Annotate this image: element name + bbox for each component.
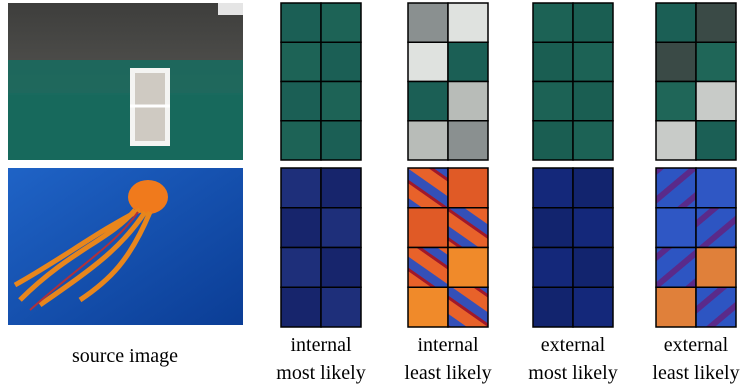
patch [533, 121, 573, 160]
patch [281, 208, 321, 248]
patch [321, 121, 361, 160]
column-captions: internal most likely internal least likely e… [276, 334, 739, 384]
patch [533, 248, 573, 288]
patch [573, 82, 613, 121]
patch [696, 82, 736, 121]
patch [321, 287, 361, 327]
patch [656, 248, 696, 288]
patch [573, 42, 613, 81]
patch [321, 248, 361, 288]
patch [696, 168, 736, 208]
patch [321, 82, 361, 121]
patch [533, 287, 573, 327]
column-caption: most likely [276, 362, 365, 384]
patch [281, 168, 321, 208]
patch [448, 208, 488, 248]
patch [533, 82, 573, 121]
patch [321, 42, 361, 81]
source-image-jellyfish [8, 168, 243, 325]
patch [281, 248, 321, 288]
patch [656, 82, 696, 121]
patch [696, 208, 736, 248]
patch [533, 3, 573, 42]
patch [321, 208, 361, 248]
patch [573, 248, 613, 288]
patch [408, 248, 448, 288]
patch [656, 3, 696, 42]
patch [573, 208, 613, 248]
patch [573, 121, 613, 160]
column-caption: least likely [652, 362, 739, 384]
column-caption: external [541, 334, 606, 356]
patch [533, 168, 573, 208]
patch [448, 42, 488, 81]
patch [533, 208, 573, 248]
patch [281, 42, 321, 81]
source-image-house [8, 3, 243, 160]
patch [656, 168, 696, 208]
patch-grids [281, 3, 736, 327]
patch [656, 287, 696, 327]
patch [656, 208, 696, 248]
patch [321, 3, 361, 42]
patch [408, 287, 448, 327]
column-caption: most likely [528, 362, 617, 384]
patch [448, 121, 488, 160]
patch [573, 3, 613, 42]
patch [281, 3, 321, 42]
patch [656, 121, 696, 160]
patch [408, 42, 448, 81]
patch [448, 82, 488, 121]
column-caption: internal [290, 334, 352, 356]
caption: source image [72, 345, 178, 367]
patch [656, 42, 696, 81]
patch [448, 168, 488, 208]
patch [696, 3, 736, 42]
column-caption: least likely [404, 362, 491, 384]
patch [408, 82, 448, 121]
column-caption: external [664, 334, 729, 356]
patch [696, 42, 736, 81]
patch [321, 168, 361, 208]
patch [696, 248, 736, 288]
figure: source image internalmost likelyinternal… [0, 0, 753, 392]
patch [573, 168, 613, 208]
patch [408, 121, 448, 160]
patch [573, 287, 613, 327]
patch [448, 287, 488, 327]
patch [408, 208, 448, 248]
patch [281, 82, 321, 121]
patch [696, 121, 736, 160]
patch [533, 42, 573, 81]
patch [281, 287, 321, 327]
patch [408, 3, 448, 42]
patch [696, 287, 736, 327]
patch [408, 168, 448, 208]
patch [448, 248, 488, 288]
patch [281, 121, 321, 160]
patch [448, 3, 488, 42]
column-caption: internal [417, 334, 479, 356]
